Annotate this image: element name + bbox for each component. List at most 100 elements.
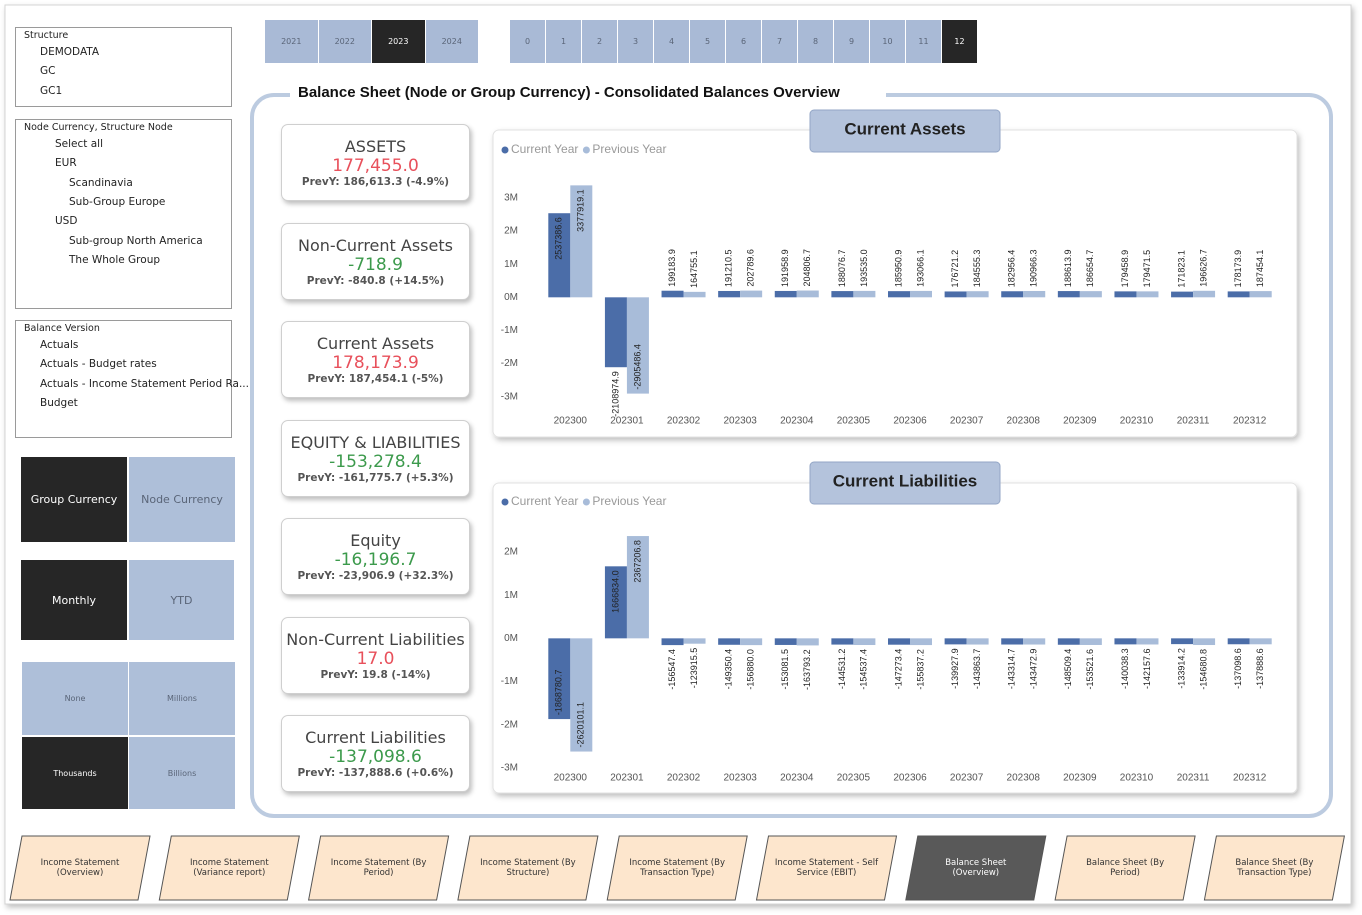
filter-button[interactable]: 7 [762,20,798,63]
filter-button[interactable]: 2022 [318,20,372,63]
bar [570,638,593,752]
kpi-card: ASSETS 177,455.0 PrevY: 186,613.3 (-4.9%) [281,124,470,201]
data-label: -156880.0 [746,649,756,690]
filter-button[interactable]: 3 [618,20,654,63]
data-label: -155837.2 [915,649,925,690]
x-tick-label: 202307 [950,416,984,427]
bar [796,638,819,646]
slicer-option[interactable]: Scandinavia [69,176,133,189]
toggle-button[interactable]: None [22,662,128,735]
filter-button[interactable]: 8 [798,20,834,63]
chart-header [809,109,1001,153]
filter-button[interactable]: 1 [546,20,582,63]
nav-tab[interactable]: Income Statement - Self Service (EBIT) [774,858,879,878]
kpi-value: -16,196.7 [334,549,417,570]
nav-tab[interactable]: Balance Sheet (Overview) [945,858,1007,878]
filter-button[interactable]: 2023 [372,20,426,63]
data-label: -133914.2 [1176,648,1186,689]
kpi-title: Equity [350,530,401,550]
bar [831,291,854,298]
slicer-option[interactable]: Actuals [40,339,79,351]
slicer-option[interactable]: The Whole Group [69,253,161,266]
kpi-title: Non-Current Liabilities [286,629,465,649]
x-tick-label: 202301 [610,773,644,784]
filter-button[interactable]: 2024 [425,20,479,63]
slicer-option[interactable]: Sub-Group Europe [69,195,166,208]
legend-marker [501,146,509,154]
bar [718,638,741,645]
filter-button[interactable]: 2 [582,20,618,63]
slicer-option[interactable]: DEMODATA [40,46,100,58]
bar [1136,638,1159,645]
slicer-option[interactable]: Actuals - Income Statement Period Ra... [40,377,249,390]
bar [910,638,932,646]
data-label: 196626.7 [1198,249,1208,287]
filter-button[interactable]: 6 [726,20,762,63]
bar [1193,290,1216,298]
filter-button[interactable]: 9 [834,20,870,63]
data-label: 171823.1 [1176,250,1186,288]
kpi-prev: PrevY: 187,454.1 (-5%) [307,372,444,385]
bar [1136,291,1159,298]
filter-button[interactable]: 12 [942,20,978,63]
nav-tab[interactable]: Balance Sheet (By Period) [1086,858,1165,878]
nav-tab[interactable]: Income Statement (By Structure) [480,858,576,878]
slicer-option[interactable]: USD [55,215,78,228]
x-tick-label: 202309 [1063,416,1097,427]
filter-button[interactable]: 10 [870,20,906,63]
bar [831,638,854,645]
bar [718,290,741,298]
slicer-option[interactable]: Budget [40,396,78,409]
slicer-option[interactable]: Select all [55,138,103,150]
bar [1001,638,1024,645]
y-tick-label: 1M [504,259,518,270]
data-label: -143472.9 [1029,649,1039,690]
x-tick-label: 202304 [780,416,814,427]
bar [1001,291,1024,298]
y-tick-label: 2M [504,547,518,558]
legend-marker [582,498,590,506]
filter-button[interactable]: 0 [510,20,546,63]
slicer-option[interactable]: GC [40,65,56,78]
data-label: 193535.0 [859,249,869,287]
toggle-button[interactable]: Billions [129,737,235,809]
data-label: -2905486.4 [632,344,642,390]
data-label: -123915.5 [689,648,699,689]
toggle-button[interactable]: Millions [129,662,235,735]
filter-button[interactable]: 4 [654,20,690,63]
filter-button[interactable]: 11 [906,20,942,63]
slicer-option[interactable]: Sub-group North America [69,234,203,247]
filter-button[interactable]: 2021 [265,20,319,63]
toggle-button[interactable]: Monthly [21,560,127,640]
nav-tab[interactable]: Income Statement (Overview) [40,858,120,878]
legend-marker [582,146,590,154]
data-label: -156547.4 [667,649,677,690]
kpi-title: Current Liabilities [305,727,446,747]
legend-label: Current Year [511,494,578,508]
slicer-option[interactable]: EUR [55,157,77,170]
data-label: 3377919.1 [576,189,586,232]
legend-label: Previous Year [592,494,666,508]
y-tick-label: -3M [501,763,518,774]
toggle-button[interactable]: Thousands [22,737,128,809]
nav-tab[interactable]: Income Statement (By Period) [330,858,427,878]
x-tick-label: 202301 [610,416,644,427]
filter-button[interactable]: 5 [690,20,726,63]
x-tick-label: 202303 [723,773,757,784]
nav-tab[interactable]: Balance Sheet (By Transaction Type) [1235,858,1314,878]
toggle-button[interactable]: YTD [129,560,234,640]
toggle-button[interactable]: Group Currency [21,457,127,542]
bar [1249,638,1272,645]
data-label: -143863.7 [972,649,982,690]
slicer-option[interactable]: GC1 [40,84,63,97]
slicer-option[interactable]: Actuals - Budget rates [40,358,157,371]
kpi-card: EQUITY & LIABILITIES -153,278.4 PrevY: -16… [281,420,470,497]
slicer-title: Node Currency, Structure Node [24,122,173,133]
nav-tab[interactable]: Income Statement (By Transaction Type) [629,858,725,878]
chart-header [809,461,1001,505]
toggle-button[interactable]: Node Currency [129,457,235,542]
bar [1057,291,1080,298]
x-tick-label: 202306 [893,416,927,427]
data-label: 187454.1 [1255,250,1265,288]
nav-tab[interactable]: Income Statement (Variance report) [189,858,269,878]
